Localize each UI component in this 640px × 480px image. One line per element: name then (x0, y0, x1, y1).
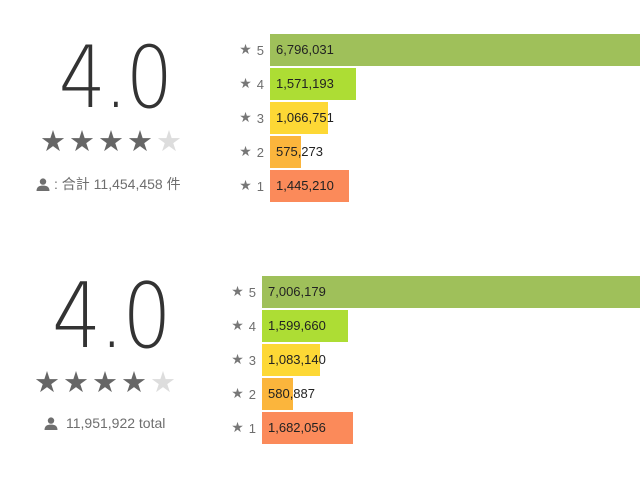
star-filled-icon: ★ (127, 124, 153, 158)
star-filled-icon: ★ (63, 365, 89, 399)
row-star-number: 1 (248, 420, 256, 436)
row-star-number: 5 (248, 284, 256, 300)
star-filled-icon: ★ (69, 124, 95, 158)
total-ratings-text: 11,951,922 total (66, 415, 166, 431)
row-star-number: 2 (256, 144, 264, 160)
histogram-row-2: ★ 2 575,273 (226, 136, 640, 168)
person-icon (36, 177, 50, 191)
row-label: ★ 2 (226, 144, 264, 160)
row-star-number: 3 (248, 352, 256, 368)
bar-2 (262, 378, 293, 410)
row-label: ★ 4 (226, 76, 264, 92)
total-ratings: : 合計 11,454,458 件 (36, 174, 181, 194)
row-star-number: 3 (256, 110, 264, 126)
bar-track: 580,887 (262, 378, 640, 410)
bar-4 (270, 68, 356, 100)
row-star-number: 4 (248, 318, 256, 334)
bar-track: 6,796,031 (270, 34, 640, 66)
row-star-number: 2 (248, 386, 256, 402)
bar-track: 1,682,056 (262, 412, 640, 444)
bar-count: 580,887 (268, 386, 315, 401)
rating-panel-2: 4.0 ★ ★ ★ ★ ★ 11,951,922 total ★ 5 7,006,179 ★ 4… (0, 241, 640, 444)
star-icon: ★ (239, 42, 252, 58)
star-filled-icon: ★ (34, 365, 60, 399)
star-filled-icon: ★ (40, 124, 66, 158)
bar-1 (262, 412, 353, 444)
star-icon: ★ (239, 110, 252, 126)
histogram-row-2: ★ 2 580,887 (218, 378, 640, 410)
row-label: ★ 1 (226, 178, 264, 194)
person-icon (44, 416, 58, 430)
bar-count: 7,006,179 (268, 284, 326, 299)
star-filled-icon: ★ (92, 365, 118, 399)
star-rating: ★ ★ ★ ★ ★ (40, 126, 182, 156)
average-score: 4.0 (58, 28, 173, 128)
histogram-row-1: ★ 1 1,445,210 (226, 170, 640, 202)
star-icon: ★ (239, 76, 252, 92)
star-icon: ★ (239, 144, 252, 160)
star-filled-icon: ★ (98, 124, 124, 158)
bar-count: 1,682,056 (268, 420, 326, 435)
bar-2 (270, 136, 301, 168)
bar-track: 1,066,751 (270, 102, 640, 134)
bar-count: 1,083,140 (268, 352, 326, 367)
row-label: ★ 5 (226, 42, 264, 58)
bar-4 (262, 310, 348, 342)
bar-track: 1,083,140 (262, 344, 640, 376)
bar-count: 1,599,660 (268, 318, 326, 333)
bar-count: 1,571,193 (276, 76, 334, 91)
row-star-number: 4 (256, 76, 264, 92)
star-icon: ★ (231, 284, 244, 300)
star-icon: ★ (231, 318, 244, 334)
star-empty-icon: ★ (156, 124, 182, 158)
bar-count: 1,066,751 (276, 110, 334, 125)
row-label: ★ 4 (218, 318, 256, 334)
histogram-row-5: ★ 5 6,796,031 (226, 34, 640, 66)
star-icon: ★ (231, 352, 244, 368)
histogram-row-4: ★ 4 1,571,193 (226, 68, 640, 100)
histogram-row-1: ★ 1 1,682,056 (218, 412, 640, 444)
bar-5 (262, 276, 640, 308)
rating-panel-1: 4.0 ★ ★ ★ ★ ★ : 合計 11,454,458 件 ★ 5 6,796,031 ★… (0, 0, 640, 202)
row-label: ★ 2 (218, 386, 256, 402)
histogram-row-4: ★ 4 1,599,660 (218, 310, 640, 342)
bar-track: 7,006,179 (262, 276, 640, 308)
star-icon: ★ (231, 420, 244, 436)
histogram-row-3: ★ 3 1,066,751 (226, 102, 640, 134)
histogram-row-3: ★ 3 1,083,140 (218, 344, 640, 376)
star-empty-icon: ★ (150, 365, 176, 399)
average-score: 4.0 (52, 264, 172, 369)
histogram-row-5: ★ 5 7,006,179 (218, 276, 640, 308)
star-filled-icon: ★ (121, 365, 147, 399)
bar-3 (270, 102, 328, 134)
total-ratings: 11,951,922 total (44, 415, 165, 431)
star-icon: ★ (231, 386, 244, 402)
row-star-number: 1 (256, 178, 264, 194)
bar-3 (262, 344, 320, 376)
bar-count: 6,796,031 (276, 42, 334, 57)
bar-count: 575,273 (276, 144, 323, 159)
bar-5 (270, 34, 640, 66)
row-label: ★ 1 (218, 420, 256, 436)
bar-track: 1,445,210 (270, 170, 640, 202)
bar-track: 1,599,660 (262, 310, 640, 342)
star-rating: ★ ★ ★ ★ ★ (34, 367, 176, 397)
bar-track: 575,273 (270, 136, 640, 168)
star-icon: ★ (239, 178, 252, 194)
row-label: ★ 3 (218, 352, 256, 368)
total-ratings-text: : 合計 11,454,458 件 (54, 176, 181, 192)
bar-track: 1,571,193 (270, 68, 640, 100)
row-label: ★ 5 (218, 284, 256, 300)
bar-count: 1,445,210 (276, 178, 334, 193)
row-label: ★ 3 (226, 110, 264, 126)
row-star-number: 5 (256, 42, 264, 58)
bar-1 (270, 170, 349, 202)
